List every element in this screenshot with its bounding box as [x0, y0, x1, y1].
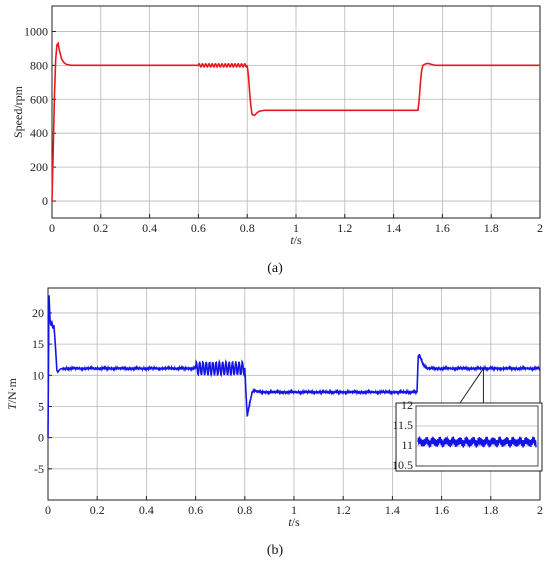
- torque-ytick-label: 20: [32, 306, 44, 320]
- speed-xtick-label: 0.6: [191, 221, 206, 235]
- torque-xtick-label: 0: [45, 503, 51, 517]
- torque-xtick-label: 2: [537, 503, 543, 517]
- torque-xtick-label: 1.4: [385, 503, 400, 517]
- speed-ytick-label: 1000: [24, 24, 48, 38]
- torque-chart-xlabel: t/s: [288, 515, 300, 529]
- torque-ytick-label: 0: [38, 431, 44, 445]
- speed-xtick-label: 0: [49, 221, 55, 235]
- inset-leader-line: [459, 368, 484, 404]
- torque-series: [47, 295, 541, 438]
- speed-ytick-label: 0: [42, 194, 48, 208]
- speed-chart-y-ticks: 0 200 400 600 800 1000: [24, 24, 56, 208]
- speed-line: [51, 41, 540, 202]
- speed-series: [51, 41, 540, 202]
- torque-xtick-label: 0.6: [188, 503, 203, 517]
- speed-xlabel-text: t/s: [290, 233, 302, 247]
- speed-xtick-label: 1.2: [337, 221, 352, 235]
- torque-xtick-label: 1.6: [434, 503, 449, 517]
- torque-xtick-label: 1.8: [483, 503, 498, 517]
- speed-xtick-label: 0.4: [142, 221, 157, 235]
- speed-xtick-label: 1: [293, 221, 299, 235]
- torque-xtick-label: 0.4: [139, 503, 154, 517]
- speed-ytick-label: 400: [30, 126, 48, 140]
- torque-xtick-label: 1.2: [336, 503, 351, 517]
- inset-line: [417, 435, 537, 449]
- caption-a: (a): [267, 261, 283, 276]
- inset-ytick-label: 12: [401, 398, 413, 412]
- speed-chart: 0 0.2 0.4 0.6 0.8 1 1.2 1.4 1.6 1.8 2 0 200 400 600 80…: [11, 5, 543, 276]
- inset-ytick-label: 11: [401, 438, 413, 452]
- torque-chart-y-ticks: -5 0 5 10 15 20: [32, 306, 52, 476]
- speed-ytick-label: 800: [30, 58, 48, 72]
- torque-ytick-label: 10: [32, 368, 44, 382]
- torque-xtick-label: 1: [291, 503, 297, 517]
- inset-frame: [415, 405, 539, 467]
- speed-xtick-label: 0.8: [240, 221, 255, 235]
- torque-ytick-label: -5: [34, 462, 44, 476]
- caption-b: (b): [267, 543, 284, 558]
- torque-chart: 0 0.2 0.4 0.6 0.8 1 1.2 1.4 1.6 1.8 2 -5 0 5 10 15 20 1…: [5, 287, 543, 558]
- speed-ytick-label: 200: [30, 160, 48, 174]
- speed-ytick-label: 600: [30, 92, 48, 106]
- speed-chart-xlabel: t/s: [290, 233, 302, 247]
- speed-xtick-label: 1.6: [435, 221, 450, 235]
- speed-xtick-label: 1.4: [386, 221, 401, 235]
- torque-chart-ylabel: T/N·m: [5, 377, 19, 410]
- torque-chart-x-ticks: 0 0.2 0.4 0.6 0.8 1 1.2 1.4 1.6 1.8 2: [45, 496, 543, 517]
- speed-xtick-label: 1.8: [484, 221, 499, 235]
- speed-chart-grid: [51, 6, 541, 218]
- torque-ytick-label: 5: [38, 399, 44, 413]
- speed-xtick-label: 2: [537, 221, 543, 235]
- torque-ytick-label: 15: [32, 337, 44, 351]
- speed-chart-ylabel: Speed/rpm: [11, 85, 25, 138]
- speed-chart-x-ticks: 0 0.2 0.4 0.6 0.8 1 1.2 1.4 1.6 1.8 2: [49, 214, 543, 235]
- inset-ytick-label: 11.5: [392, 418, 413, 432]
- speed-xtick-label: 0.2: [93, 221, 108, 235]
- inset-background: [395, 402, 543, 472]
- torque-zoom-inset: 10.5 11 11.5 12: [392, 368, 543, 472]
- torque-xtick-label: 0.8: [237, 503, 252, 517]
- torque-line: [47, 295, 541, 438]
- torque-xtick-label: 0.2: [90, 503, 105, 517]
- inset-ytick-label: 10.5: [392, 458, 413, 472]
